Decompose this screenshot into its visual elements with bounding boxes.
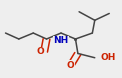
Text: O: O — [37, 47, 44, 56]
Text: O: O — [67, 61, 75, 70]
Text: NH: NH — [53, 36, 69, 45]
Text: OH: OH — [101, 53, 116, 62]
